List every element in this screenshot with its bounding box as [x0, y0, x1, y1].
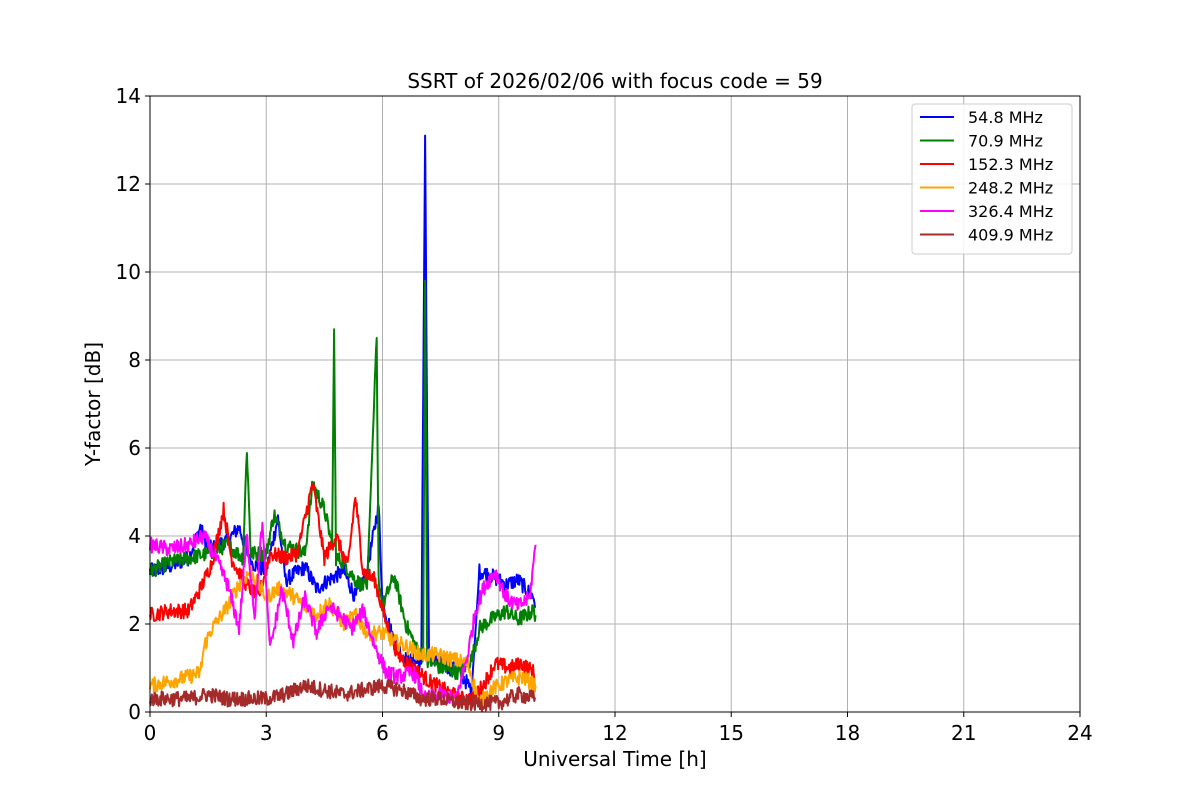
y-axis-label: Y-factor [dB] — [81, 342, 105, 467]
y-tick-label: 0 — [128, 700, 141, 724]
x-tick-label: 18 — [835, 721, 860, 745]
x-tick-label: 0 — [144, 721, 157, 745]
y-tick-label: 12 — [116, 172, 141, 196]
y-tick-label: 10 — [116, 260, 141, 284]
y-tick-label: 2 — [128, 612, 141, 636]
legend-label: 248.2 MHz — [968, 179, 1053, 198]
series-line — [149, 521, 537, 705]
x-tick-label: 24 — [1067, 721, 1092, 745]
chart-title: SSRT of 2026/02/06 with focus code = 59 — [407, 69, 822, 93]
series-line — [149, 678, 537, 712]
legend-label: 326.4 MHz — [968, 202, 1053, 221]
x-tick-label: 3 — [260, 721, 273, 745]
x-axis-label: Universal Time [h] — [523, 747, 706, 771]
legend-label: 409.9 MHz — [968, 226, 1053, 245]
x-tick-label: 9 — [492, 721, 505, 745]
y-tick-label: 6 — [128, 436, 141, 460]
plot-series — [149, 134, 537, 712]
x-tick-label: 15 — [719, 721, 744, 745]
legend-label: 54.8 MHz — [968, 108, 1043, 127]
legend-label: 152.3 MHz — [968, 155, 1053, 174]
legend: 54.8 MHz 70.9 MHz 152.3 MHz 248.2 MHz 32… — [911, 103, 1073, 255]
legend-label: 70.9 MHz — [968, 132, 1043, 151]
y-tick-label: 4 — [128, 524, 141, 548]
x-tick-label: 21 — [951, 721, 976, 745]
x-tick-label: 6 — [376, 721, 389, 745]
y-tick-label: 8 — [128, 348, 141, 372]
y-tick-label: 14 — [116, 84, 141, 108]
x-tick-label: 12 — [602, 721, 627, 745]
